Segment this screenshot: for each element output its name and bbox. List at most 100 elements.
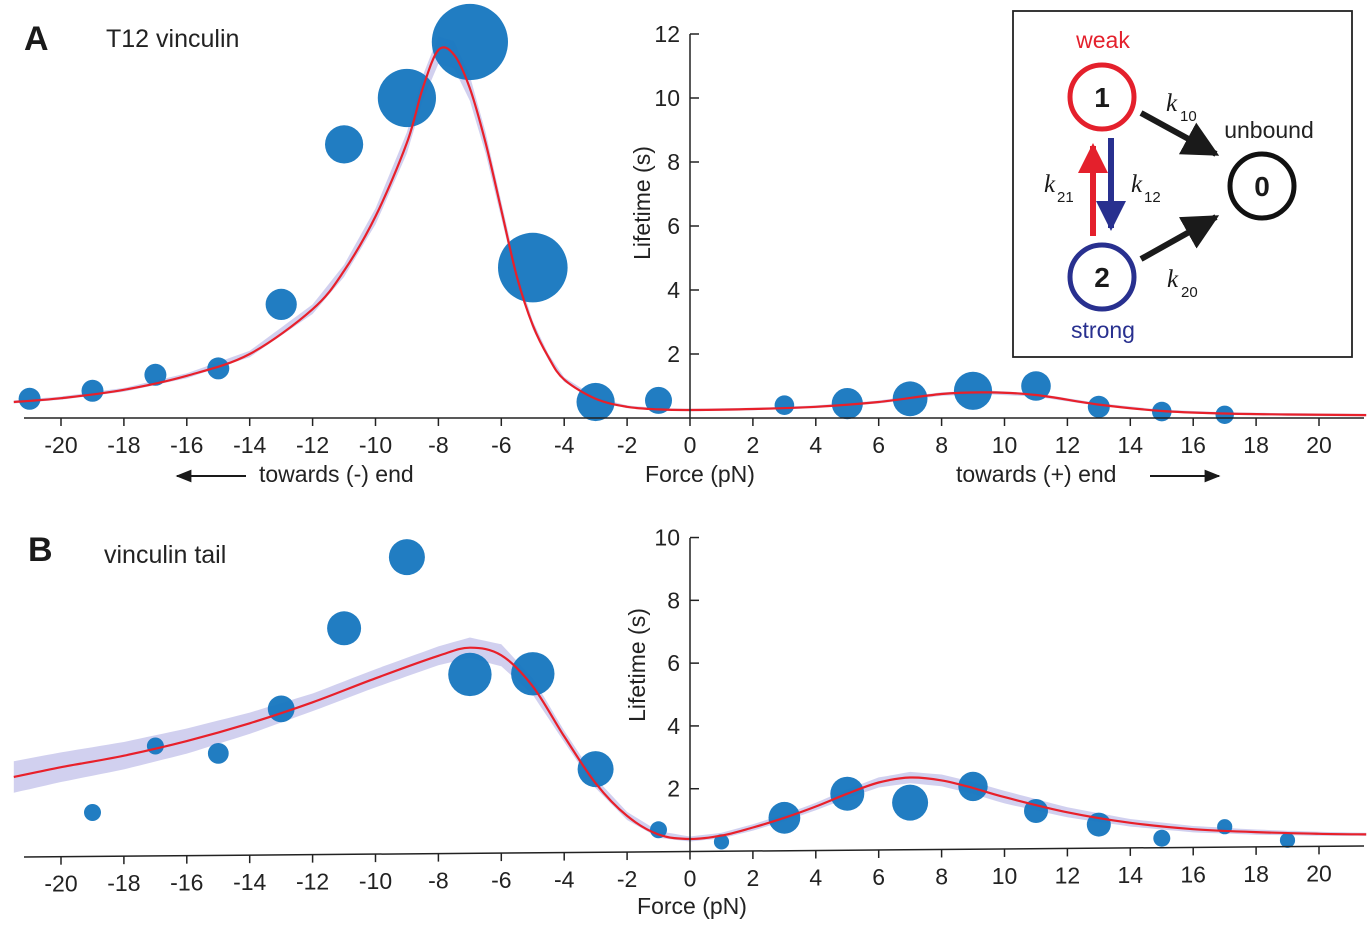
data-point bbox=[831, 388, 863, 420]
k21-subscript: 21 bbox=[1057, 189, 1074, 206]
x-tick-label: -14 bbox=[233, 869, 266, 895]
x-tick-label: -12 bbox=[296, 869, 329, 895]
x-tick-label: 20 bbox=[1306, 860, 1332, 886]
x-tick-label: 18 bbox=[1243, 432, 1269, 458]
panel-a-fit-curve bbox=[13, 46, 1367, 417]
x-tick-label: 0 bbox=[684, 866, 697, 892]
data-point bbox=[1153, 829, 1171, 847]
data-point bbox=[1087, 395, 1110, 418]
data-point bbox=[325, 125, 364, 164]
y-tick-label: 10 bbox=[654, 85, 680, 111]
strong-state-label: strong bbox=[1071, 317, 1135, 343]
x-tick-label: 20 bbox=[1306, 432, 1332, 458]
y-tick-label: 2 bbox=[667, 776, 680, 802]
x-tick-label: -18 bbox=[107, 432, 140, 458]
minus-end-label: towards (-) end bbox=[259, 461, 414, 487]
y-tick-label: 8 bbox=[667, 587, 680, 613]
y-tick-label: 4 bbox=[667, 713, 680, 739]
data-point bbox=[265, 288, 297, 320]
x-tick-label: -16 bbox=[170, 870, 203, 896]
panel-a-letter: A bbox=[24, 20, 49, 58]
k10-symbol: k bbox=[1166, 90, 1178, 117]
x-tick-label: -18 bbox=[107, 870, 140, 896]
k12-subscript: 12 bbox=[1144, 189, 1161, 206]
data-point bbox=[958, 771, 988, 802]
panel-a-data-points bbox=[18, 3, 1234, 424]
x-tick-label: -4 bbox=[554, 432, 575, 458]
state-2-circle bbox=[1067, 242, 1137, 312]
x-tick-label: -2 bbox=[617, 432, 637, 458]
y-tick-label: 6 bbox=[667, 650, 680, 676]
data-point bbox=[431, 3, 508, 81]
panel-a-title: T12 vinculin bbox=[106, 25, 239, 53]
panel-a-x-ticks: -20 -18 -16 -14 -12 -10 -8 -6 -4 -2 0 2 4 6 8 10 12 14 16 1… bbox=[44, 418, 1332, 458]
data-point bbox=[1215, 405, 1234, 424]
data-point bbox=[1024, 799, 1048, 823]
data-point bbox=[207, 357, 230, 380]
panel-a-x-axis-label: Force (pN) bbox=[645, 461, 755, 487]
data-point bbox=[146, 737, 164, 755]
panel-b-y-axis-label: Lifetime (s) bbox=[624, 608, 650, 722]
kinetic-scheme-inset: weak 1 2 strong 0 unbound k 10 k 21 k 12… bbox=[1012, 10, 1353, 358]
y-tick-label: 2 bbox=[667, 341, 680, 367]
state-2-number: 2 bbox=[1094, 262, 1110, 293]
x-tick-label: -8 bbox=[428, 432, 448, 458]
data-point bbox=[953, 371, 993, 410]
x-tick-label: 16 bbox=[1180, 861, 1206, 887]
data-point bbox=[650, 821, 667, 839]
panel-b-y-ticks: 2 4 6 8 10 bbox=[654, 525, 699, 802]
data-point bbox=[498, 232, 568, 303]
panel-b-x-axis bbox=[23, 845, 1365, 858]
k10-label: k 10 bbox=[1166, 90, 1197, 125]
y-tick-label: 10 bbox=[654, 525, 680, 551]
x-tick-label: -6 bbox=[491, 867, 511, 893]
state-1-circle bbox=[1067, 62, 1137, 132]
state-1-number: 1 bbox=[1094, 82, 1110, 113]
panel-b-letter: B bbox=[28, 531, 53, 569]
unbound-state-label: unbound bbox=[1224, 117, 1314, 143]
weak-state-label: weak bbox=[1075, 27, 1130, 53]
data-point bbox=[511, 652, 555, 696]
y-tick-label: 8 bbox=[667, 149, 680, 175]
x-tick-label: 12 bbox=[1055, 432, 1081, 458]
k21-symbol: k bbox=[1044, 171, 1056, 198]
panel-a: A T12 vinculin -20 -18 -16 -14 -12 -10 -8 -6 -4-… bbox=[13, 3, 1367, 487]
x-tick-label: -6 bbox=[491, 432, 511, 458]
data-point bbox=[81, 379, 104, 402]
x-tick-label: 14 bbox=[1118, 862, 1144, 888]
state-0-number: 0 bbox=[1254, 171, 1270, 202]
x-tick-label: 10 bbox=[992, 432, 1018, 458]
x-tick-label: -14 bbox=[233, 432, 266, 458]
x-tick-label: -20 bbox=[44, 432, 77, 458]
data-point bbox=[84, 804, 101, 821]
panel-b-title: vinculin tail bbox=[104, 541, 226, 569]
data-point bbox=[713, 834, 730, 850]
panel-b-confidence-band bbox=[13, 637, 1367, 842]
plus-end-label: towards (+) end bbox=[956, 461, 1116, 487]
data-point bbox=[645, 386, 672, 414]
k12-label: k 12 bbox=[1131, 171, 1161, 206]
x-tick-label: 6 bbox=[872, 432, 885, 458]
k20-label: k 20 bbox=[1167, 266, 1198, 301]
x-tick-label: -12 bbox=[296, 432, 329, 458]
panel-a-y-ticks: 2 4 6 8 10 12 bbox=[654, 21, 699, 367]
x-tick-label: 16 bbox=[1180, 432, 1206, 458]
confidence-band-area bbox=[13, 637, 1367, 842]
inset-frame bbox=[1012, 10, 1353, 358]
data-point bbox=[388, 539, 425, 576]
k10-arrow bbox=[1139, 110, 1220, 157]
state-0-circle bbox=[1227, 151, 1297, 221]
x-tick-label: -4 bbox=[554, 867, 575, 893]
panel-b-x-axis-label: Force (pN) bbox=[637, 893, 747, 919]
x-tick-label: 12 bbox=[1055, 862, 1081, 888]
panel-b-x-ticks: -20 -18 -16 -14 -12 -10 -8 -6 -4 -2 0 2 4 6 8 10 12 14 16 1… bbox=[44, 846, 1332, 897]
k20-arrow bbox=[1139, 214, 1220, 262]
data-point bbox=[576, 382, 615, 422]
x-tick-label: -10 bbox=[359, 432, 392, 458]
panel-a-y-axis-label: Lifetime (s) bbox=[629, 146, 655, 260]
data-point bbox=[1279, 832, 1296, 848]
data-point bbox=[377, 68, 436, 128]
x-tick-label: 2 bbox=[747, 432, 760, 458]
x-tick-label: -10 bbox=[359, 868, 392, 894]
